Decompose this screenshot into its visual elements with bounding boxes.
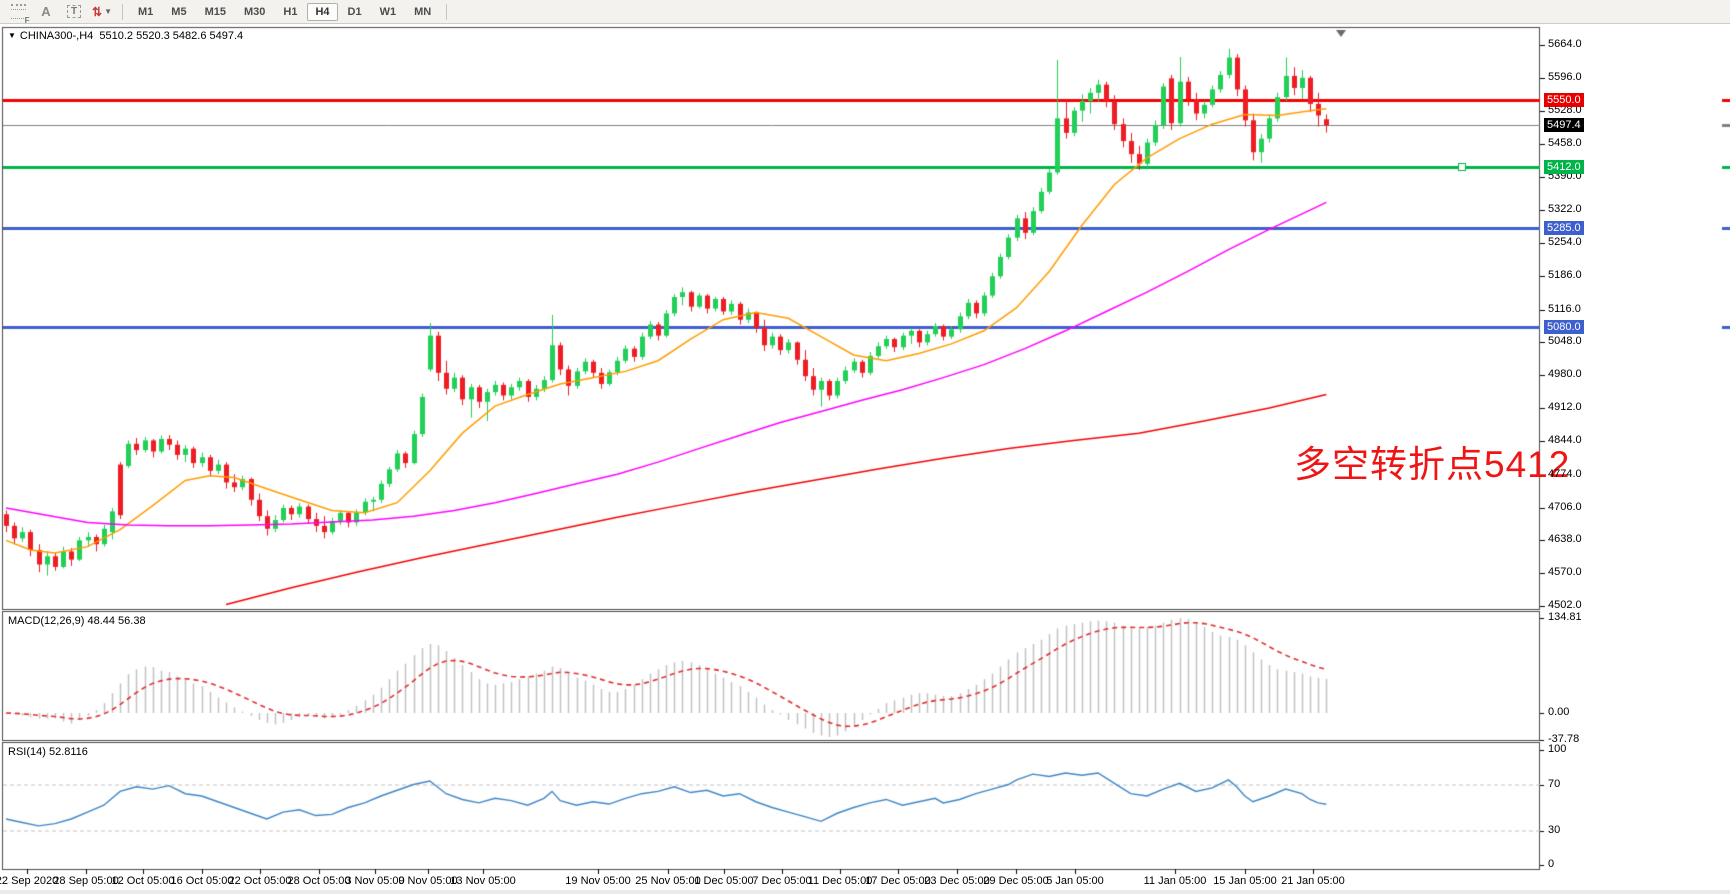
time-axis-label: 19 Nov 05:00 (565, 875, 631, 887)
rsi-axis-tick: 0 (1548, 858, 1555, 870)
time-axis-label: 29 Dec 05:00 (983, 875, 1049, 887)
ohlc-values: 5510.2 5520.3 5482.6 5497.4 (99, 30, 244, 42)
status-strip (0, 890, 1730, 894)
price-line-badge: 5497.4 (1544, 118, 1584, 132)
time-axis-label: 22 Oct 05:00 (228, 875, 292, 887)
timeframe-button-m15[interactable]: M15 (204, 5, 226, 18)
price-axis-tick: 4706.0 (1548, 501, 1582, 513)
time-axis-label: 25 Nov 05:00 (635, 875, 701, 887)
time-axis-label: 28 Sep 05:00 (53, 875, 119, 887)
price-axis-tick: 4502.0 (1548, 599, 1582, 611)
time-axis-label: 22 Sep 2020 (0, 875, 59, 887)
time-axis-label: 28 Oct 05:00 (287, 875, 351, 887)
price-axis-tick: 5596.0 (1548, 71, 1582, 83)
time-axis-label: 17 Dec 05:00 (865, 875, 931, 887)
time-axis-label: 5 Jan 05:00 (1046, 875, 1104, 887)
price-axis-tick: 5528.0 (1548, 104, 1582, 116)
price-axis-tick: 5116.0 (1548, 303, 1581, 315)
timeframe-button-w1[interactable]: W1 (379, 5, 397, 18)
time-axis-label: 1 Dec 05:00 (694, 875, 754, 887)
timeframe-button-mn[interactable]: MN (414, 5, 432, 18)
rsi-axis-tick: 30 (1548, 824, 1561, 836)
timeframe-button-d1[interactable]: D1 (347, 5, 362, 18)
rsi-axis-tick: 70 (1548, 778, 1561, 790)
price-axis-tick: 5186.0 (1548, 269, 1582, 281)
time-axis-label: 21 Jan 05:00 (1281, 875, 1345, 887)
toolbar: A T ⇅▼ M1 M5 M15 M30 H1 H4 D1 W1 MN (0, 0, 1730, 25)
price-line-badge: 5285.0 (1544, 221, 1584, 235)
macd-axis-tick: 134.81 (1548, 611, 1582, 623)
timeframe-button-m30[interactable]: M30 (243, 5, 266, 18)
macd-axis-tick: -37.78 (1548, 733, 1580, 745)
price-axis-tick: 4912.0 (1548, 401, 1582, 413)
price-axis-tick: 4980.0 (1548, 368, 1582, 380)
timeframe-button-m1[interactable]: M1 (138, 5, 154, 18)
time-axis-label: 9 Nov 05:00 (398, 875, 458, 887)
rsi-label: RSI(14) 52.8116 (8, 746, 88, 758)
price-axis-tick: 5048.0 (1548, 335, 1582, 347)
chevron-down-icon[interactable]: ▼ (104, 7, 112, 16)
price-axis-tick: 5322.0 (1548, 203, 1582, 215)
text-a-icon[interactable]: A (41, 4, 51, 19)
timeframe-button-h1[interactable]: H1 (283, 5, 298, 18)
time-axis-label: 15 Jan 05:00 (1213, 875, 1277, 887)
price-line-badge: 5080.0 (1544, 320, 1584, 334)
time-axis-label: 11 Dec 05:00 (807, 875, 873, 887)
chart-annotation-text[interactable]: 多空转折点5412 (1294, 444, 1571, 485)
time-axis-label: 13 Nov 05:00 (450, 875, 516, 887)
price-axis-tick: 4844.0 (1548, 434, 1582, 446)
timeframe-button-h4[interactable]: H4 (307, 2, 338, 21)
collapse-triangle-icon[interactable]: ▼ (8, 31, 16, 40)
price-axis-tick: 5458.0 (1548, 137, 1582, 149)
price-axis-tick: 5664.0 (1548, 38, 1582, 50)
macd-axis-tick: 0.00 (1548, 706, 1570, 718)
time-axis-label: 23 Dec 05:00 (924, 875, 990, 887)
price-axis-tick: 4774.0 (1548, 468, 1582, 480)
macd-label: MACD(12,26,9) 48.44 56.38 (8, 615, 146, 627)
timeframe-button-m5[interactable]: M5 (171, 5, 187, 18)
time-axis-label: 3 Nov 05:00 (345, 875, 405, 887)
time-axis-label: 12 Oct 05:00 (111, 875, 175, 887)
cycle-arrows-icon[interactable]: ⇅ ▼ (92, 4, 112, 19)
time-axis-label: 11 Jan 05:00 (1143, 875, 1207, 887)
text-box-icon[interactable]: T (62, 2, 86, 21)
symbol-period-label: CHINA300-,H4 (19, 30, 94, 42)
time-axis-label: 16 Oct 05:00 (170, 875, 234, 887)
price-axis-tick: 4570.0 (1548, 566, 1582, 578)
price-line-badge: 5550.0 (1544, 93, 1584, 107)
rsi-axis-tick: 100 (1548, 743, 1567, 755)
price-axis-tick: 5254.0 (1548, 236, 1582, 248)
toolbar-separator (446, 3, 448, 20)
timeframe-group: M1 M5 M15 M30 H1 H4 D1 W1 MN (129, 2, 440, 21)
chart-header: ▼ CHINA300-,H4 5510.2 5520.3 5482.6 5497.… (8, 30, 243, 42)
price-line-badge: 5412.0 (1544, 160, 1584, 174)
font-list-icon[interactable] (6, 2, 30, 25)
toolbar-separator (122, 3, 123, 20)
price-axis-tick: 4638.0 (1548, 533, 1582, 545)
time-axis-label: 7 Dec 05:00 (752, 875, 812, 887)
